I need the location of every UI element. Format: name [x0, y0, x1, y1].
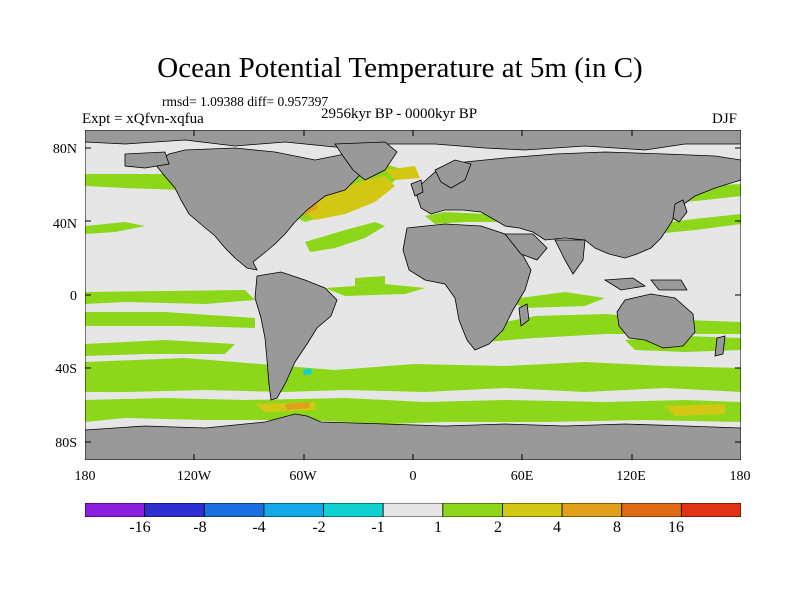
atlantic-mid-lat — [305, 222, 385, 252]
greenland — [334, 141, 398, 181]
antarctic-orange — [285, 402, 310, 410]
antarctic-band — [85, 398, 741, 424]
alaska — [124, 151, 170, 169]
colorbar-label-neg8: -8 — [193, 519, 207, 536]
north-atlantic-yellow — [300, 176, 395, 220]
lon-label-0: 0 — [409, 469, 417, 484]
lon-label-180e: 180 — [729, 469, 751, 484]
colorbar-segment-5 — [382, 503, 444, 517]
gulf-guinea — [355, 276, 385, 286]
temperature-map — [85, 130, 741, 460]
equatorial-atlantic — [325, 284, 425, 296]
colorbar-segment-4 — [323, 503, 384, 517]
equatorial-pacific-band — [85, 290, 255, 304]
colorbar-segment-2 — [203, 503, 265, 517]
lat-label-80s: 80S — [55, 436, 77, 451]
ross-sea-yellow — [665, 404, 725, 416]
arabia — [504, 233, 548, 261]
colorbar-label-1: 1 — [434, 519, 442, 536]
colorbar-segment-8 — [561, 503, 623, 517]
scandinavia — [434, 159, 472, 189]
colorbar-segment-6 — [442, 503, 503, 517]
period-label: 2956kyr BP - 0000kyr BP — [321, 106, 478, 122]
madagascar — [518, 303, 530, 327]
plot-title: Ocean Potential Temperature at 5m (in C) — [157, 52, 643, 84]
colorbar — [85, 503, 741, 517]
anomaly-1-2-regions — [85, 164, 741, 424]
colorbar-label-neg16: -16 — [129, 519, 151, 536]
colorbar-label-4: 4 — [553, 519, 561, 536]
colorbar-label-neg1: -1 — [371, 519, 385, 536]
season-label: DJF — [712, 111, 738, 127]
lat-label-80n: 80N — [52, 142, 77, 157]
colorbar-segment-10 — [680, 503, 741, 517]
pacific-40n-band — [645, 214, 741, 234]
south-pacific-band-1 — [85, 312, 255, 328]
indonesia — [603, 277, 647, 291]
south-atlantic-cyan — [303, 368, 312, 375]
land-masses — [85, 130, 741, 460]
nordic-yellow — [385, 166, 420, 180]
lon-label-180w: 180 — [74, 469, 96, 484]
colorbar-label-neg2: -2 — [312, 519, 326, 536]
lat-label-equator: 0 — [70, 289, 77, 304]
new-guinea — [650, 279, 688, 291]
lon-label-60w: 60W — [289, 469, 317, 484]
lon-label-120e: 120E — [616, 469, 646, 484]
colorbar-label-16: 16 — [668, 519, 684, 536]
south-pacific-band-2 — [85, 340, 235, 356]
pacific-40n-band-west — [85, 222, 145, 234]
eurasia — [414, 151, 741, 259]
japan — [672, 199, 688, 223]
indian-ocean-band — [505, 292, 605, 308]
lat-label-40s: 40S — [55, 362, 77, 377]
colorbar-label-neg4: -4 — [252, 519, 266, 536]
new-zealand — [714, 335, 726, 357]
antarctica — [85, 413, 741, 460]
lon-label-60e: 60E — [510, 469, 534, 484]
lon-label-120w: 120W — [176, 469, 212, 484]
colorbar-segment-7 — [502, 503, 563, 517]
colorbar-segment-9 — [621, 503, 682, 517]
mediterranean — [425, 212, 497, 224]
colorbar-label-8: 8 — [613, 519, 621, 536]
southern-ocean-belt — [85, 358, 741, 392]
lat-label-40n: 40N — [52, 217, 77, 232]
colorbar-segment-0 — [85, 503, 146, 517]
colorbar-label-2: 2 — [494, 519, 502, 536]
colorbar-segment-1 — [144, 503, 205, 517]
australia — [616, 293, 696, 349]
colorbar-segment-3 — [263, 503, 324, 517]
experiment-label: Expt = xQfvn-xqfua — [82, 111, 204, 127]
arctic-land — [85, 130, 741, 151]
british-isles — [410, 179, 424, 197]
south-america — [254, 271, 338, 401]
map-ticks — [85, 130, 741, 460]
stats-text: rmsd= 1.09388 diff= 0.957397 — [162, 94, 329, 109]
india — [554, 239, 586, 275]
